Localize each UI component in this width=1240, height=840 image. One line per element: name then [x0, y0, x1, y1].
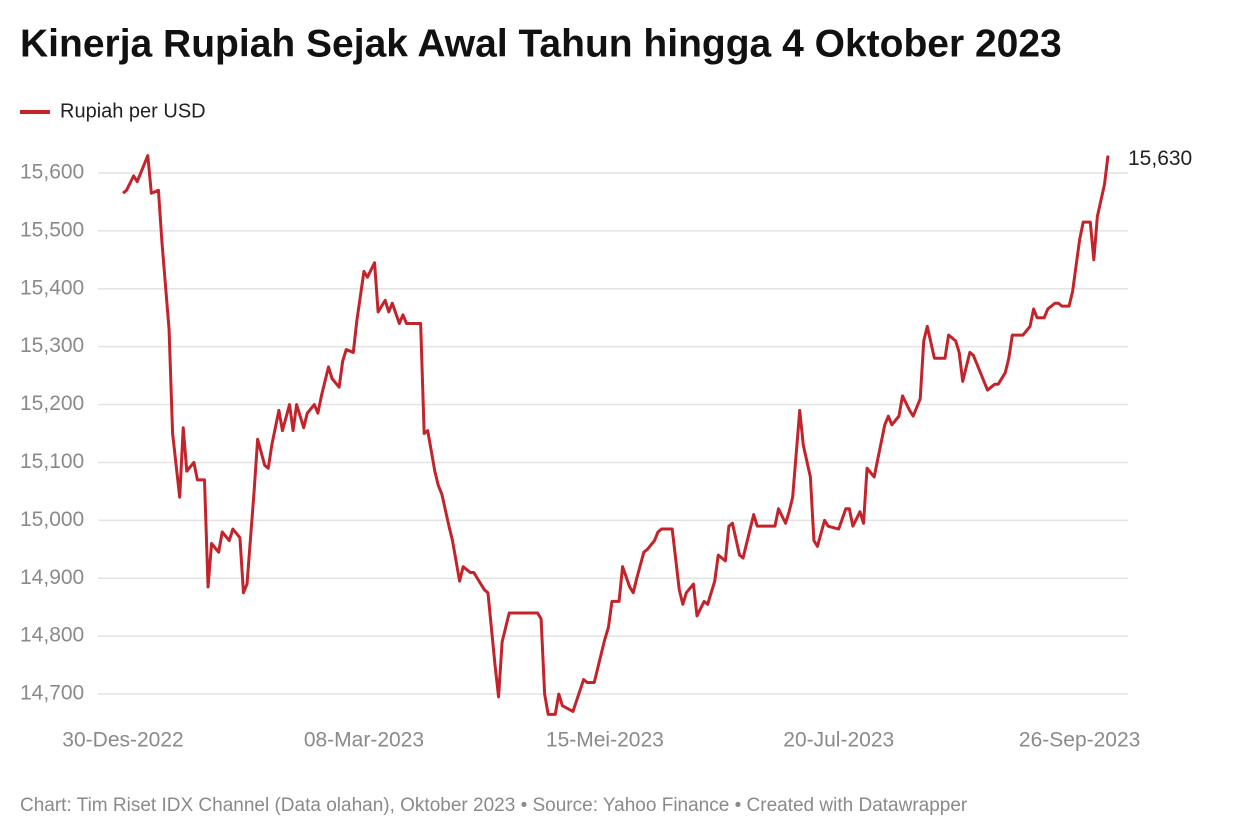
y-tick-label: 15,000: [20, 508, 84, 531]
y-tick-label: 15,500: [20, 218, 84, 241]
y-tick-label: 14,900: [20, 566, 84, 589]
chart-title: Kinerja Rupiah Sejak Awal Tahun hingga 4…: [20, 22, 1062, 65]
value-label: 15,630: [1128, 147, 1192, 170]
y-tick-label: 15,200: [20, 392, 84, 415]
y-tick-label: 15,100: [20, 450, 84, 473]
x-tick-label: 20-Jul-2023: [783, 729, 894, 752]
x-tick-label: 15-Mei-2023: [546, 729, 664, 752]
x-tick-label: 26-Sep-2023: [1019, 729, 1140, 752]
legend-label: Rupiah per USD: [60, 100, 206, 122]
y-tick-label: 14,800: [20, 624, 84, 647]
y-tick-label: 15,400: [20, 276, 84, 299]
x-tick-label: 08-Mar-2023: [304, 729, 424, 752]
line: [122, 154, 1110, 716]
footer: Chart: Tim Riset IDX Channel (Data olaha…: [20, 795, 968, 816]
y-tick-label: 14,700: [20, 682, 84, 705]
y-tick-label: 15,300: [20, 334, 84, 357]
y-tick-label: 15,600: [20, 160, 84, 183]
x-tick-label: 30-Des-2022: [62, 729, 183, 752]
